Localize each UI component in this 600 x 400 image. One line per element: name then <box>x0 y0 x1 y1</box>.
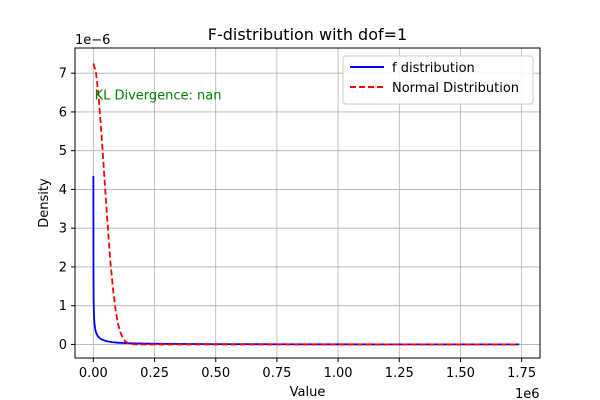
series-layer <box>92 63 520 346</box>
y-tick-label: 4 <box>59 183 67 198</box>
x-tick-label: 1.00 <box>324 366 353 381</box>
y-tick-label: 2 <box>59 260 67 275</box>
y-tick-label: 6 <box>59 105 67 120</box>
x-tick-label: 1.75 <box>507 366 536 381</box>
series-line-normal-distribution <box>92 63 520 346</box>
legend: f distribution Normal Distribution <box>342 55 534 105</box>
x-offset-label: 1e6 <box>515 387 540 400</box>
kl-divergence-annotation: KL Divergence: nan <box>95 89 222 104</box>
x-tick-label: 0.25 <box>140 366 169 381</box>
x-tick-label: 1.25 <box>385 366 414 381</box>
legend-label-normal-distribution: Normal Distribution <box>392 81 519 96</box>
tick-layer: 0.00 0.25 0.50 0.75 1.00 1.25 1.50 1.75 0 1 2 3 4 5 6 7 <box>59 67 536 381</box>
axes-frame <box>74 47 541 359</box>
legend-label-f-distribution: f distribution <box>392 61 475 76</box>
y-tick-label: 3 <box>59 222 67 237</box>
chart-title: F-distribution with dof=1 <box>208 25 407 44</box>
y-tick-label: 7 <box>59 67 67 82</box>
y-tick-label: 0 <box>59 338 67 353</box>
x-tick-label: 0.50 <box>201 366 230 381</box>
x-axis-label: Value <box>290 385 326 400</box>
y-offset-label: 1e−6 <box>75 33 110 48</box>
y-tick-label: 1 <box>59 299 67 314</box>
x-tick-label: 0.75 <box>262 366 291 381</box>
x-tick-label: 1.50 <box>446 366 475 381</box>
y-tick-label: 5 <box>59 144 67 159</box>
y-axis-label: Density <box>37 178 52 228</box>
legend-box <box>342 55 534 105</box>
x-tick-label: 0.00 <box>79 366 108 381</box>
